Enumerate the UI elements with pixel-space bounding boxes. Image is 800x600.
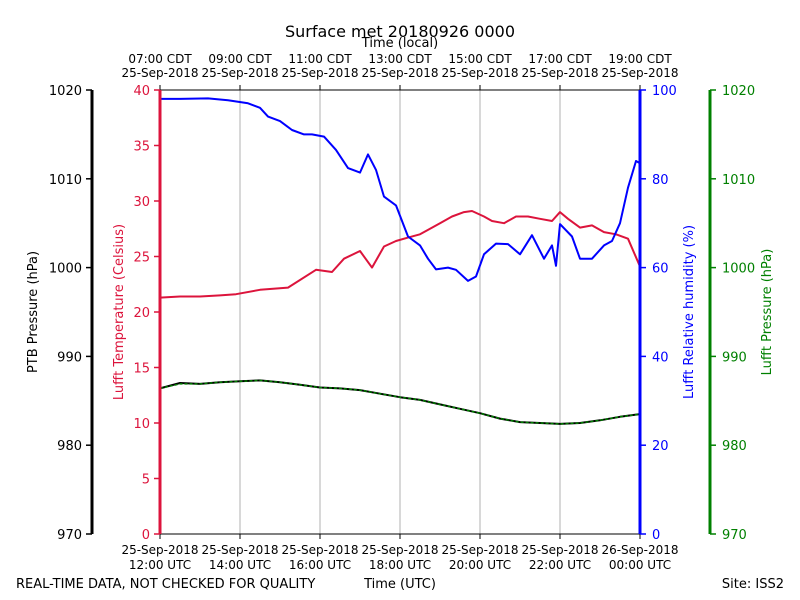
bottom-axis-label: Time (UTC) [363,577,436,592]
x-tick-label-utc-date: 25-Sep-2018 [201,543,278,557]
x-tick-label-local-time: 11:00 CDT [288,52,352,66]
ptb-pressure-tick-label: 980 [57,439,82,454]
x-tick-label-local-time: 07:00 CDT [128,52,192,66]
gridlines [239,90,561,534]
ptb-pressure-tick-label: 970 [57,528,82,543]
ptb-pressure-tick-label: 1020 [49,84,82,99]
temperature-axis-label: Lufft Temperature (Celsius) [112,224,127,400]
x-tick-label-utc-time: 00:00 UTC [609,558,671,572]
humidity-tick-label: 60 [652,262,669,277]
temperature-tick-label: 30 [133,195,150,210]
x-tick-label-utc-date: 26-Sep-2018 [601,543,678,557]
x-tick-label-utc-time: 12:00 UTC [129,558,191,572]
x-tick-label-local-time: 19:00 CDT [608,52,672,66]
site-label: Site: ISS2 [722,577,784,592]
x-tick-label-local-date: 25-Sep-2018 [441,66,518,80]
humidity-tick-label: 40 [652,350,669,365]
temperature-tick-label: 10 [133,417,150,432]
x-tick-label-local-time: 13:00 CDT [368,52,432,66]
lufft-pressure-axis-label: Lufft Pressure (hPa) [760,249,775,376]
x-tick-label-utc-time: 18:00 UTC [369,558,431,572]
x-tick-label-utc-date: 25-Sep-2018 [281,543,358,557]
ptb-pressure-tick-label: 1010 [49,173,82,188]
x-tick-label-local-date: 25-Sep-2018 [121,66,198,80]
temperature-tick-label: 20 [133,306,150,321]
series-lufft-temperature [159,210,641,299]
x-tick-label-local-time: 17:00 CDT [528,52,592,66]
chart-title: Surface met 20180926 0000 [285,22,515,41]
lufft-pressure-tick-label: 1010 [722,173,755,188]
temperature-tick-label: 25 [133,251,150,266]
x-tick-label-local-date: 25-Sep-2018 [201,66,278,80]
temperature-tick-label: 5 [142,473,150,488]
y-axes: 970 980 990 1000 1010 1020 0 5 10 15 20 25 30 35 40 0 20… [49,84,755,543]
x-tick-label-local-date: 25-Sep-2018 [281,66,358,80]
lufft-pressure-tick-label: 1020 [722,84,755,99]
x-tick-label-utc-time: 22:00 UTC [529,558,591,572]
lufft-pressure-tick-label: 1000 [722,262,755,277]
x-tick-label-utc-time: 14:00 UTC [209,558,271,572]
ptb-pressure-tick-label: 990 [57,350,82,365]
x-tick-label-utc-time: 20:00 UTC [449,558,511,572]
lufft-pressure-tick-label: 970 [722,528,747,543]
humidity-tick-label: 0 [652,528,660,543]
top-axis-label: Time (local) [361,36,438,51]
ptb-pressure-tick-label: 1000 [49,262,82,277]
x-tick-label-local-date: 25-Sep-2018 [601,66,678,80]
temperature-tick-label: 35 [133,140,150,155]
x-tick-label-local-time: 09:00 CDT [208,52,272,66]
x-tick-label-local-date: 25-Sep-2018 [361,66,438,80]
lufft-pressure-tick-label: 990 [722,350,747,365]
humidity-tick-label: 100 [652,84,677,99]
humidity-tick-label: 80 [652,173,669,188]
series-lufft-pressure [159,379,641,425]
lufft-pressure-tick-label: 980 [722,439,747,454]
ptb-pressure-axis-label: PTB Pressure (hPa) [26,251,41,373]
temperature-tick-label: 0 [142,528,150,543]
series-lufft-relative-humidity [160,97,641,282]
temperature-tick-label: 15 [133,362,150,377]
quality-warning: REAL-TIME DATA, NOT CHECKED FOR QUALITY [16,577,315,592]
x-tick-label-local-time: 15:00 CDT [448,52,512,66]
temperature-tick-label: 40 [133,84,150,99]
x-tick-label-utc-time: 16:00 UTC [289,558,351,572]
x-tick-label-utc-date: 25-Sep-2018 [121,543,198,557]
humidity-axis-label: Lufft Relative humidity (%) [682,225,697,399]
x-tick-label-local-date: 25-Sep-2018 [521,66,598,80]
humidity-tick-label: 20 [652,439,669,454]
x-tick-label-utc-date: 25-Sep-2018 [441,543,518,557]
x-tick-label-utc-date: 25-Sep-2018 [521,543,598,557]
series-group [159,97,641,425]
x-tick-label-utc-date: 25-Sep-2018 [361,543,438,557]
